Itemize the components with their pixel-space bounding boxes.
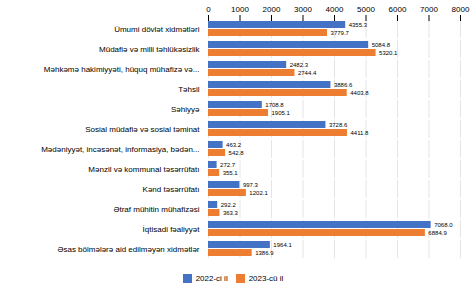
- svg-text:7000: 7000: [420, 5, 438, 14]
- svg-text:İqtisadi fəaliyyət: İqtisadi fəaliyyət: [143, 225, 201, 234]
- svg-text:3886.6: 3886.6: [334, 82, 353, 88]
- svg-text:3000: 3000: [294, 5, 312, 14]
- svg-text:1386.9: 1386.9: [255, 250, 274, 256]
- svg-text:Əsas bölmələrə aid edilməyən x: Əsas bölmələrə aid edilməyən xidmətlər: [57, 245, 199, 254]
- svg-text:7068.0: 7068.0: [434, 222, 453, 228]
- svg-text:2744.4: 2744.4: [298, 70, 317, 76]
- svg-text:4403.8: 4403.8: [350, 90, 369, 96]
- svg-text:Müdafiə və milli təhlükəsizlik: Müdafiə və milli təhlükəsizlik: [99, 45, 200, 54]
- svg-text:542.8: 542.8: [229, 150, 245, 156]
- svg-text:Mənzil və kommunal təsərrüfatı: Mənzil və kommunal təsərrüfatı: [88, 165, 199, 174]
- svg-text:1964.1: 1964.1: [273, 242, 292, 248]
- svg-text:355.1: 355.1: [223, 170, 239, 176]
- svg-text:3728.6: 3728.6: [329, 122, 348, 128]
- svg-text:Təhsil: Təhsil: [178, 85, 200, 94]
- svg-text:2000: 2000: [263, 5, 281, 14]
- svg-text:3779.7: 3779.7: [331, 30, 350, 36]
- svg-text:997.3: 997.3: [243, 182, 259, 188]
- svg-text:Səhiyyə: Səhiyyə: [171, 105, 200, 114]
- svg-text:5320.1: 5320.1: [379, 50, 398, 56]
- svg-text:Sosial müdafiə və sosial təmin: Sosial müdafiə və sosial təminat: [85, 125, 200, 134]
- svg-text:4000: 4000: [326, 5, 344, 14]
- svg-text:2482.3: 2482.3: [290, 62, 309, 68]
- svg-text:4355.3: 4355.3: [349, 22, 368, 28]
- svg-text:Ətraf mühitin mühafizəsi: Ətraf mühitin mühafizəsi: [113, 205, 199, 214]
- svg-text:Ümumi dövlət xidmətləri: Ümumi dövlət xidmətləri: [114, 25, 200, 34]
- svg-text:292.2: 292.2: [221, 202, 237, 208]
- svg-text:1000: 1000: [231, 5, 249, 14]
- svg-text:5000: 5000: [357, 5, 375, 14]
- svg-text:Mədəniyyət, incəsənət, informa: Mədəniyyət, incəsənət, informasiya, bədə…: [41, 145, 199, 154]
- svg-text:363.3: 363.3: [223, 210, 239, 216]
- svg-text:6884.9: 6884.9: [428, 230, 447, 236]
- html-text:2022-ci il: 2022-ci il: [195, 274, 228, 283]
- svg-text:1708.8: 1708.8: [265, 102, 284, 108]
- svg-text:463.2: 463.2: [226, 142, 242, 148]
- html-text:2023-cü il: 2023-cü il: [248, 274, 284, 283]
- svg-text:1905.1: 1905.1: [272, 110, 291, 116]
- svg-text:0: 0: [206, 5, 211, 14]
- svg-text:Kənd təsərrüfatı: Kənd təsərrüfatı: [143, 185, 200, 194]
- svg-text:6000: 6000: [389, 5, 407, 14]
- svg-text:4411.8: 4411.8: [350, 130, 369, 136]
- svg-text:1202.1: 1202.1: [249, 190, 268, 196]
- svg-text:8000: 8000: [452, 5, 470, 14]
- svg-text:5084.8: 5084.8: [372, 42, 391, 48]
- svg-text:272.7: 272.7: [220, 162, 236, 168]
- svg-text:Məhkəmə hakimiyyəti, hüquq müh: Məhkəmə hakimiyyəti, hüquq mühafizə və..…: [44, 65, 200, 74]
